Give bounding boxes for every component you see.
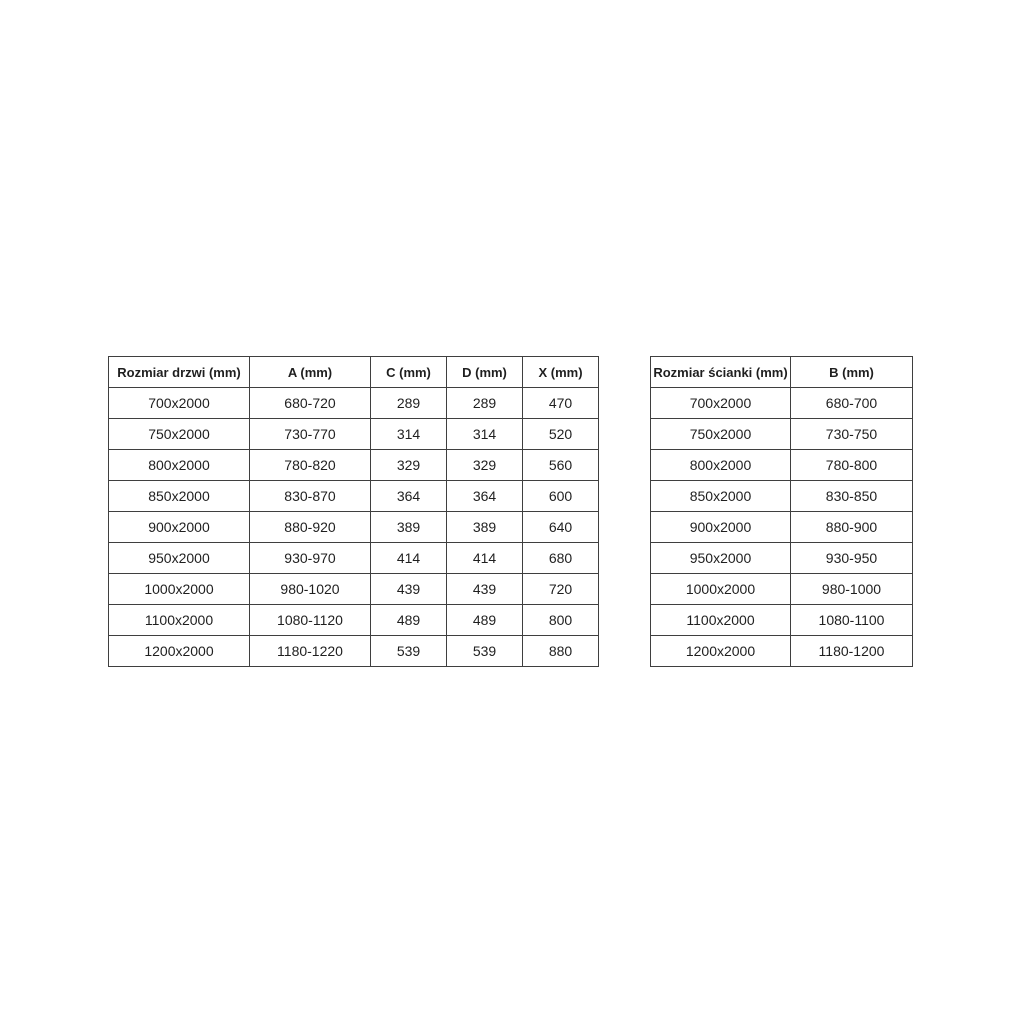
table-cell: 539 [370, 635, 447, 667]
table-cell: 680-720 [249, 387, 371, 419]
door-dimensions-table: Rozmiar drzwi (mm) A (mm) C (mm) D (mm) X (m… [108, 356, 599, 667]
table-cell: 1080-1120 [249, 604, 371, 636]
table-cell: 1100x2000 [650, 604, 791, 636]
header-row: Rozmiar ścianki (mm) B (mm) [650, 356, 913, 388]
column-header: Rozmiar drzwi (mm) [108, 356, 250, 388]
table-cell: 314 [370, 418, 447, 450]
table-cell: 414 [446, 542, 523, 574]
table-cell: 439 [370, 573, 447, 605]
table-cell: 900x2000 [650, 511, 791, 543]
table-cell: 880 [522, 635, 599, 667]
table-row: 900x2000 880-920 389 389 640 [108, 511, 599, 543]
table-cell: 489 [446, 604, 523, 636]
table-cell: 880-900 [790, 511, 913, 543]
table-row: 1000x2000 980-1020 439 439 720 [108, 573, 599, 605]
table-row: 1100x2000 1080-1100 [650, 604, 913, 636]
table-cell: 1080-1100 [790, 604, 913, 636]
table-cell: 470 [522, 387, 599, 419]
table-cell: 520 [522, 418, 599, 450]
table-row: 750x2000 730-750 [650, 418, 913, 450]
table-cell: 850x2000 [650, 480, 791, 512]
table-cell: 314 [446, 418, 523, 450]
table-cell: 880-920 [249, 511, 371, 543]
wall-dimensions-table: Rozmiar ścianki (mm) B (mm) 700x2000 680-70… [650, 356, 913, 667]
column-header: D (mm) [446, 356, 523, 388]
table-cell: 720 [522, 573, 599, 605]
table-cell: 389 [370, 511, 447, 543]
column-header: Rozmiar ścianki (mm) [650, 356, 791, 388]
table-cell: 730-770 [249, 418, 371, 450]
table-row: 800x2000 780-820 329 329 560 [108, 449, 599, 481]
table-cell: 289 [370, 387, 447, 419]
table-cell: 680 [522, 542, 599, 574]
table-cell: 750x2000 [108, 418, 250, 450]
table-cell: 930-950 [790, 542, 913, 574]
column-header: A (mm) [249, 356, 371, 388]
table-cell: 730-750 [790, 418, 913, 450]
table-row: 1000x2000 980-1000 [650, 573, 913, 605]
table-row: 750x2000 730-770 314 314 520 [108, 418, 599, 450]
table-cell: 1180-1220 [249, 635, 371, 667]
table-row: 900x2000 880-900 [650, 511, 913, 543]
table-cell: 780-820 [249, 449, 371, 481]
table-cell: 980-1000 [790, 573, 913, 605]
table-cell: 1000x2000 [108, 573, 250, 605]
table-cell: 1000x2000 [650, 573, 791, 605]
table-cell: 800x2000 [650, 449, 791, 481]
table-cell: 329 [370, 449, 447, 481]
table-cell: 830-850 [790, 480, 913, 512]
table-cell: 640 [522, 511, 599, 543]
table-cell: 930-970 [249, 542, 371, 574]
table-row: 950x2000 930-950 [650, 542, 913, 574]
table-cell: 750x2000 [650, 418, 791, 450]
table-cell: 950x2000 [650, 542, 791, 574]
table-cell: 364 [446, 480, 523, 512]
column-header: X (mm) [522, 356, 599, 388]
table-cell: 980-1020 [249, 573, 371, 605]
header-row: Rozmiar drzwi (mm) A (mm) C (mm) D (mm) X (m… [108, 356, 599, 388]
table-cell: 489 [370, 604, 447, 636]
table-cell: 289 [446, 387, 523, 419]
table-cell: 700x2000 [108, 387, 250, 419]
table-cell: 800x2000 [108, 449, 250, 481]
table-cell: 950x2000 [108, 542, 250, 574]
table-cell: 780-800 [790, 449, 913, 481]
table-cell: 1200x2000 [650, 635, 791, 667]
table-row: 950x2000 930-970 414 414 680 [108, 542, 599, 574]
table-cell: 1200x2000 [108, 635, 250, 667]
table-row: 1200x2000 1180-1200 [650, 635, 913, 667]
table-cell: 830-870 [249, 480, 371, 512]
column-header: C (mm) [370, 356, 447, 388]
table-cell: 539 [446, 635, 523, 667]
table-row: 1200x2000 1180-1220 539 539 880 [108, 635, 599, 667]
table-row: 1100x2000 1080-1120 489 489 800 [108, 604, 599, 636]
table-cell: 600 [522, 480, 599, 512]
table-cell: 364 [370, 480, 447, 512]
table-cell: 414 [370, 542, 447, 574]
table-cell: 700x2000 [650, 387, 791, 419]
table-row: 800x2000 780-800 [650, 449, 913, 481]
table-row: 700x2000 680-720 289 289 470 [108, 387, 599, 419]
table-cell: 800 [522, 604, 599, 636]
table-cell: 1100x2000 [108, 604, 250, 636]
table-cell: 329 [446, 449, 523, 481]
table-cell: 680-700 [790, 387, 913, 419]
table-cell: 439 [446, 573, 523, 605]
table-row: 700x2000 680-700 [650, 387, 913, 419]
table-cell: 900x2000 [108, 511, 250, 543]
table-row: 850x2000 830-850 [650, 480, 913, 512]
table-cell: 389 [446, 511, 523, 543]
table-row: 850x2000 830-870 364 364 600 [108, 480, 599, 512]
table-cell: 560 [522, 449, 599, 481]
table-cell: 850x2000 [108, 480, 250, 512]
column-header: B (mm) [790, 356, 913, 388]
table-cell: 1180-1200 [790, 635, 913, 667]
